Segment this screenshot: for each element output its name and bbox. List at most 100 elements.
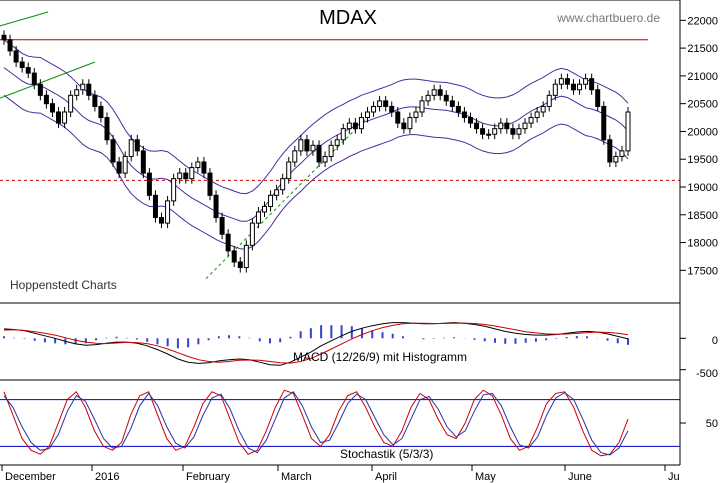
candle-body [595, 89, 601, 107]
candle-body [589, 78, 595, 91]
candle-body [613, 155, 619, 163]
month-label: 2016 [95, 471, 119, 483]
candle-body [237, 261, 243, 269]
price-tick-label: 21500 [687, 43, 718, 55]
candle-body [177, 172, 183, 180]
candle-body [540, 105, 546, 113]
candle-body [140, 150, 146, 174]
candle-body [255, 211, 261, 224]
month-label: May [475, 471, 496, 483]
candle-body [31, 72, 37, 85]
watermark: www.chartbuero.de [556, 11, 660, 25]
candle-body [280, 178, 286, 191]
month-label: April [375, 471, 397, 483]
candle-body [110, 139, 116, 163]
macd-neg500-tick: -500 [696, 368, 718, 380]
candle-body [56, 111, 62, 124]
candle-body [389, 105, 395, 113]
candle-body [504, 122, 510, 130]
candle-body [564, 78, 570, 85]
candle-body [407, 117, 413, 130]
candle-body [474, 122, 480, 130]
candle-body [552, 83, 558, 96]
candle-body [425, 94, 431, 102]
candle-body [383, 100, 389, 107]
trend-line-top [0, 11, 49, 27]
candlesticks [1, 30, 631, 273]
price-tick-label: 22000 [687, 15, 718, 27]
candle-body [371, 105, 377, 113]
candle-body [189, 167, 195, 180]
candle-body [570, 83, 576, 91]
candle-body [395, 111, 401, 124]
price-tick-label: 20500 [687, 99, 718, 111]
candle-body [152, 194, 158, 219]
candle-body [619, 150, 625, 157]
candle-body [25, 67, 31, 74]
candle-body [358, 117, 364, 130]
candle-body [461, 111, 467, 119]
month-label: March [281, 471, 312, 483]
candle-body [310, 144, 316, 152]
candle-body [528, 117, 534, 124]
candle-body [13, 50, 19, 63]
candle-body [268, 194, 274, 207]
candle-body [340, 128, 346, 141]
candle-body [583, 78, 589, 85]
price-tick-label: 18000 [687, 238, 718, 250]
candle-body [262, 205, 268, 213]
candle-body [510, 128, 516, 135]
candle-body [413, 111, 419, 119]
candle-body [19, 61, 25, 69]
stoch-label: Stochastik (5/3/3) [340, 447, 433, 461]
candle-body [201, 161, 207, 174]
stoch-d-line [3, 391, 629, 456]
candle-body [486, 133, 492, 136]
candle-body [243, 244, 249, 269]
candle-body [522, 122, 528, 130]
month-label: Ju [668, 471, 680, 483]
candle-body [1, 34, 7, 41]
candle-body [449, 100, 455, 107]
candle-body [213, 194, 219, 219]
candle-body [625, 111, 631, 152]
price-tick-label: 18500 [687, 210, 718, 222]
candle-body [419, 100, 425, 113]
candle-body [346, 122, 352, 130]
candle-body [86, 83, 92, 96]
candle-body [104, 117, 110, 141]
macd-label: MACD (12/26/9) mit Histogramm [293, 350, 467, 364]
candle-body [546, 94, 552, 107]
candle-body [377, 100, 383, 107]
candle-body [607, 139, 613, 163]
stoch-50-tick: 50 [706, 418, 718, 430]
candle-body [207, 172, 213, 196]
candle-body [431, 89, 437, 96]
candle-body [334, 139, 340, 146]
candle-body [577, 83, 583, 91]
trend-line-solid [0, 61, 96, 99]
candle-body [516, 128, 522, 135]
price-tick-label: 20000 [687, 126, 718, 138]
candle-body [122, 155, 128, 174]
candle-body [534, 111, 540, 119]
candle-body [171, 178, 177, 202]
candle-body [37, 83, 43, 96]
candle-body [316, 144, 322, 163]
candle-body [165, 200, 171, 224]
candle-body [352, 122, 358, 130]
month-label: June [568, 471, 592, 483]
candle-body [328, 144, 334, 157]
candle-body [298, 139, 304, 152]
price-tick-label: 17500 [687, 265, 718, 277]
candle-body [159, 217, 165, 224]
chart-title: MDAX [319, 7, 377, 29]
price-tick-label: 19500 [687, 154, 718, 166]
candle-body [467, 117, 473, 124]
bollinger-lower [3, 94, 629, 250]
candle-body [274, 189, 280, 196]
candle-body [219, 217, 225, 235]
macd-zero-tick: 0 [712, 335, 718, 347]
candle-body [492, 128, 498, 135]
candle-body [558, 78, 564, 85]
